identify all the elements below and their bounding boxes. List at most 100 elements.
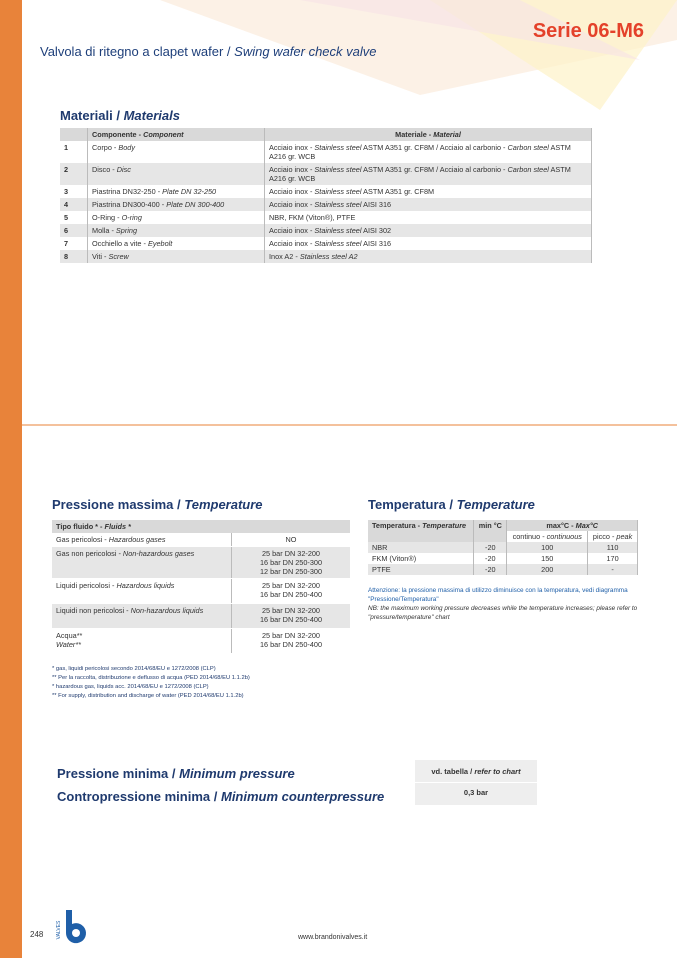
table-row: 5 O-Ring - O-ring NBR, FKM (Viton®), PTFE [60, 211, 592, 224]
table-cell: 2 [60, 163, 88, 185]
table-cell: 3 [60, 185, 88, 198]
table-cell: -20 [473, 542, 508, 553]
table-row: 2 Disco - Disc Acciaio inox - Stainless st… [60, 163, 592, 185]
text-run: Gas pericolosi - [56, 535, 109, 544]
table-cell: 100 [506, 542, 589, 553]
text-run: ASTM A351 gr. CF8M [361, 187, 435, 196]
table-cell: Viti - Screw [87, 250, 265, 263]
text-run: Acciaio inox - [269, 165, 315, 174]
text-run: Plate DN 32-250 [162, 187, 217, 196]
subheader-row: continuo - continuous picco - peak [368, 531, 638, 542]
text-run: Max°C [575, 521, 599, 530]
text-run: Inox A2 - [269, 252, 300, 261]
table-cell: Piastrina DN32-250 - Plate DN 32-250 [87, 185, 265, 198]
text-run: Piastrina DN32-250 - [92, 187, 163, 196]
text-run: Viti - [92, 252, 109, 261]
table-cell: 170 [587, 553, 638, 564]
text-run: refer to chart [474, 767, 521, 776]
minimum-value: 0,3 bar [463, 788, 489, 797]
table-cell: - [587, 564, 638, 575]
cell-line: 25 bar DN 32-200 [261, 606, 320, 615]
table-cell: Inox A2 - Stainless steel A2 [264, 250, 592, 263]
series-title: Serie 06-M6 [532, 20, 644, 42]
text-run: Acciaio inox - [269, 143, 315, 152]
text-run: Hazardous gases [108, 535, 166, 544]
footnote: * gas, liquidi pericolosi secondo 2014/6… [52, 666, 216, 672]
table-row: Acqua** Water** 25 bar DN 32-200 16 bar DN … [52, 628, 350, 654]
table-cell: 25 bar DN 32-200 16 bar DN 250-400 [231, 578, 350, 604]
header-row: Temperatura - Temperature min °C max°C - M… [368, 520, 638, 542]
table-row: 6 Molla - Spring Acciaio inox - Stainless … [60, 224, 592, 237]
text-run: max°C - [546, 521, 576, 530]
materials-table: Componente - Component Materiale - Materi… [60, 128, 592, 263]
text-run: Water** [56, 640, 82, 649]
header-cell: Materiale - Material [264, 128, 592, 141]
text-run: AISI 316 [361, 239, 392, 248]
text-run: Carbon steel [507, 165, 549, 174]
table-cell: Corpo - Body [87, 141, 265, 163]
text-run: Occhiello a vite - [92, 239, 148, 248]
text-run: Component [143, 130, 184, 139]
cell-line: 25 bar DN 32-200 [261, 549, 320, 558]
text-run: Temperature [456, 497, 535, 512]
table-cell: 25 bar DN 32-200 16 bar DN 250-400 [231, 603, 350, 629]
table-cell: -20 [473, 553, 508, 564]
header-row: Componente - Component Materiale - Materi… [60, 128, 592, 141]
text-run: Componente - [92, 130, 144, 139]
text-run: Disc [116, 165, 131, 174]
text-run: O-ring [121, 213, 142, 222]
text-run: Stainless steel [314, 187, 362, 196]
text-run: Acciaio inox - [269, 226, 315, 235]
website: www.brandonivalves.it [298, 934, 368, 941]
text-run: Stainless steel [314, 200, 362, 209]
text-run: Acciaio inox - [269, 187, 315, 196]
text-run: Gas non pericolosi - [56, 549, 123, 558]
header-cell [60, 128, 88, 141]
table-row: Gas pericolosi - Hazardous gases NO [52, 533, 350, 547]
header-cell: Tipo fluido * - Fluids * [52, 520, 350, 533]
text-run: Non-hazardous liquids [130, 606, 204, 615]
table-cell: Acciaio inox - Stainless steel AISI 302 [264, 224, 592, 237]
cell-line: NO [285, 535, 297, 544]
header-row: Tipo fluido * - Fluids * [52, 520, 350, 533]
table-row: 4 Piastrina DN300-400 - Plate DN 300-400 A… [60, 198, 592, 211]
cell-line: 12 bar DN 250-300 [259, 567, 323, 576]
table-row: 3 Piastrina DN32-250 - Plate DN 32-250 Acc… [60, 185, 592, 198]
logo-text: VALVES [56, 920, 62, 939]
cell-line: 16 bar DN 250-300 [259, 558, 323, 567]
cell-line: 25 bar DN 32-200 [261, 631, 320, 640]
table-cell: 1 [60, 141, 88, 163]
table-cell: 4 [60, 198, 88, 211]
text-run: Acciaio inox - [269, 239, 315, 248]
text-run: Screw [108, 252, 129, 261]
text-run: continuous [546, 532, 582, 541]
table-cell: 5 [60, 211, 88, 224]
text-run: Hazardous liquids [116, 581, 175, 590]
table-cell: 25 bar DN 32-200 16 bar DN 250-400 [231, 628, 350, 654]
text-run: Corpo - [92, 143, 119, 152]
table-cell: Piastrina DN300-400 - Plate DN 300-400 [87, 198, 265, 211]
table-cell: Acciaio inox - Stainless steel ASTM A351… [264, 163, 592, 185]
table-cell: NBR, FKM (Viton®), PTFE [264, 211, 592, 224]
text-run: Contropressione minima / [57, 789, 221, 804]
table-cell: 7 [60, 237, 88, 250]
reference: vd. tabella / refer to chart [415, 760, 537, 783]
text-run: Material [433, 130, 461, 139]
minimum-counterpressure: Contropressione minima / Minimum counter… [57, 789, 384, 804]
table-cell: Acciaio inox - Stainless steel AISI 316 [264, 198, 592, 211]
table-cell: Acciaio inox - Stainless steel ASTM A351… [264, 141, 592, 163]
table-cell: NO [231, 533, 350, 547]
table-cell: -20 [473, 564, 508, 575]
table-cell: FKM (Viton®) [368, 553, 475, 564]
table-row: PTFE -20 200- [368, 564, 638, 575]
text-run: Stainless steel [314, 239, 362, 248]
text-run: Minimum pressure [179, 766, 295, 781]
text-run: picco - [592, 532, 617, 541]
text-run: Molla - [92, 226, 116, 235]
text-run: Plate DN 300-400 [166, 200, 225, 209]
text-run: Liquidi non pericolosi - [56, 606, 131, 615]
text-run: vd. tabella / [431, 767, 475, 776]
pressure-title: Pressione massima / Temperature [52, 497, 263, 512]
